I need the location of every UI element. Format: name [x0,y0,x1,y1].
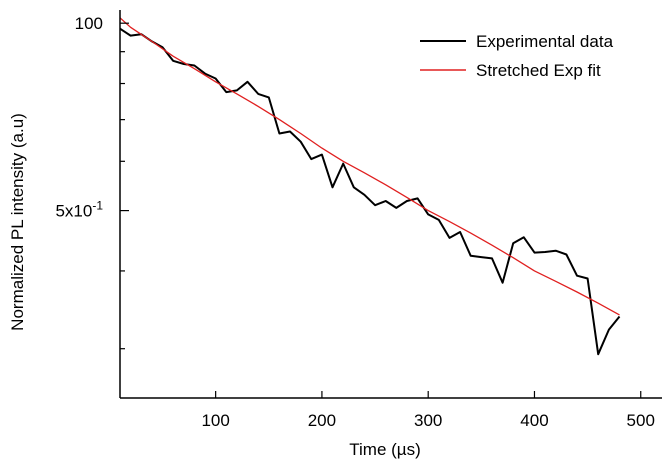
experimental-data-point [215,78,217,80]
experimental-data-point [364,194,366,196]
fit-point [427,210,429,212]
experimental-data-point [311,158,313,160]
experimental-data-point [566,254,568,256]
experimental-data-point [597,353,599,355]
experimental-data-point [470,255,472,257]
x-axis-title: Time (µs) [349,440,421,459]
experimental-data-point [481,256,483,258]
x-tick-label: 200 [308,411,336,430]
experimental-data-point [289,131,291,133]
experimental-data-point [417,198,419,200]
experimental-data-point [353,187,355,189]
x-tick-label: 500 [627,411,655,430]
stretched-exp-fit-line [119,17,620,316]
experimental-data-point [385,200,387,202]
experimental-data-point [321,154,323,156]
experimental-data-line [119,27,621,356]
fit-point [470,232,472,234]
experimental-data-point [608,329,610,331]
experimental-data-point [576,275,578,277]
fit-point [512,257,514,259]
fit-point [236,93,238,95]
experimental-data-point [396,207,398,209]
fit-point [619,314,621,316]
x-tick-label: 300 [414,411,442,430]
legend-label-experimental: Experimental data [476,32,614,51]
experimental-data-point [534,252,536,254]
fit-point [491,244,493,246]
experimental-data-point [491,258,493,260]
legend: Experimental data Stretched Exp fit [420,32,614,80]
fit-point [279,119,281,121]
experimental-data-point [438,219,440,221]
experimental-data-point [544,251,546,253]
fit-point [385,184,387,186]
experimental-data-point [449,237,451,239]
experimental-data-point [406,200,408,202]
fit-point [449,221,451,223]
experimental-data-point [555,250,557,252]
experimental-data-point [587,278,589,280]
fit-point [406,197,408,199]
fit-point [555,281,557,283]
experimental-data-point [268,97,270,99]
fit-point [597,302,599,304]
fit-point [364,172,366,174]
experimental-data-point [523,237,525,239]
experimental-data-point [194,65,196,67]
y-tick-label: 5x10-1 [55,199,103,221]
fit-point [300,133,302,135]
legend-label-fit: Stretched Exp fit [476,61,601,80]
experimental-data-point [300,141,302,143]
fit-point [342,161,344,163]
fit-point [151,41,153,43]
experimental-data-point [619,316,621,318]
fit-point [172,55,174,57]
y-axis: 100 5x10-1 [55,10,129,398]
experimental-data-point [172,60,174,62]
fit-point [576,291,578,293]
experimental-data-point [332,187,334,189]
fit-point [130,27,132,29]
fit-point [257,106,259,108]
fit-point [534,270,536,272]
experimental-data-point [279,133,281,135]
y-axis-title: Normalized PL intensity (a.u) [8,113,27,331]
experimental-data-point [374,204,376,206]
experimental-data-point [247,81,249,83]
experimental-data-point [502,282,504,284]
plot-area [119,17,621,356]
experimental-data-point [130,35,132,37]
experimental-data-point [257,93,259,95]
y-tick-label: 100 [75,14,103,33]
experimental-data-point [226,91,228,93]
fit-point [215,81,217,83]
experimental-data-point [427,214,429,216]
fit-point [321,147,323,149]
x-tick-label: 100 [201,411,229,430]
fit-point [194,68,196,70]
x-axis: 100 200 300 400 500 [120,391,662,430]
experimental-data-point [512,243,514,245]
experimental-data-point [459,231,461,233]
experimental-data-point [236,90,238,92]
x-tick-label: 400 [520,411,548,430]
experimental-data-point [342,163,344,165]
